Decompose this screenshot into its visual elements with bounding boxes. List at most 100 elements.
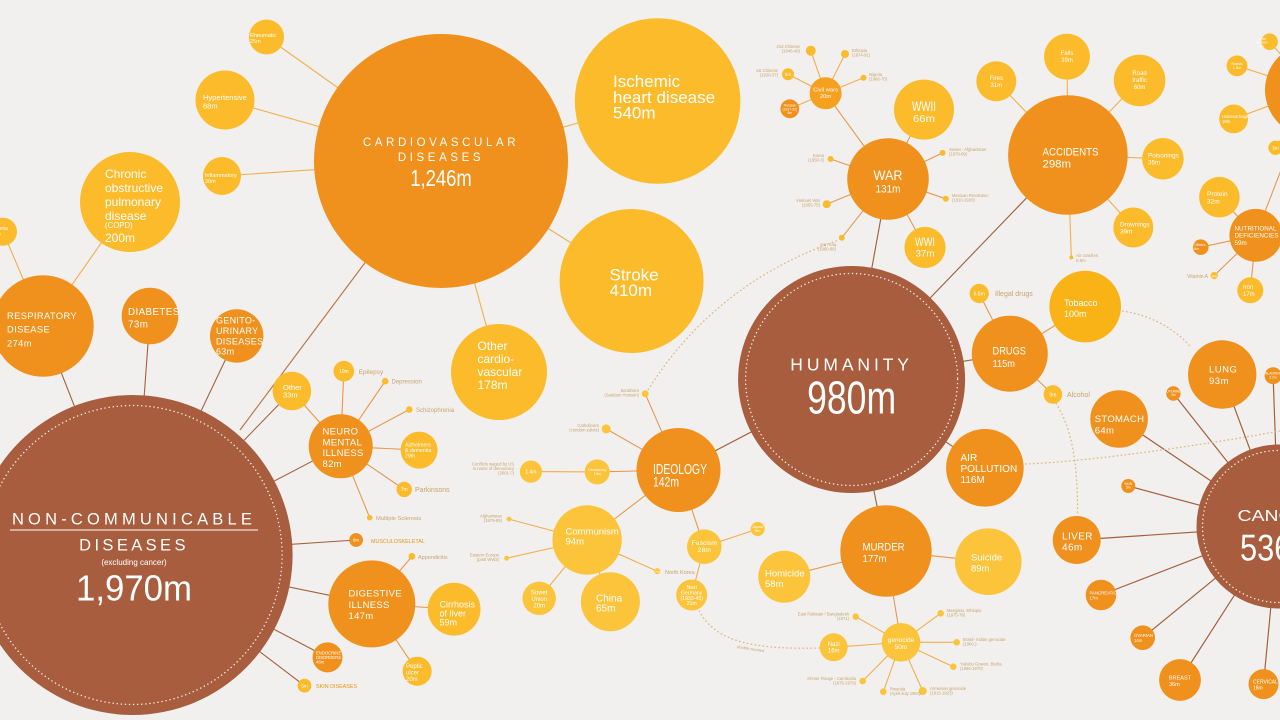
svg-text:Fascism: Fascism bbox=[692, 540, 718, 547]
svg-text:(1980-88): (1980-88) bbox=[818, 247, 837, 252]
svg-text:(excluding cancer): (excluding cancer) bbox=[101, 558, 167, 567]
svg-text:131m: 131m bbox=[876, 184, 901, 196]
svg-text:5m: 5m bbox=[755, 528, 761, 533]
svg-text:Road: Road bbox=[1132, 71, 1146, 77]
svg-text:(condom edicts): (condom edicts) bbox=[569, 428, 599, 433]
svg-text:(Saddam Hussein): (Saddam Hussein) bbox=[604, 393, 639, 398]
svg-text:(1979-89): (1979-89) bbox=[949, 152, 968, 157]
svg-text:GENITO-: GENITO- bbox=[216, 316, 255, 326]
svg-text:(April-July 1994): (April-July 1994) bbox=[890, 691, 921, 696]
svg-text:CERVICAL: CERVICAL bbox=[1253, 680, 1278, 686]
svg-text:Eastern Europe: Eastern Europe bbox=[470, 553, 500, 558]
svg-text:(1979-89): (1979-89) bbox=[484, 518, 503, 523]
svg-text:(1975-1979): (1975-1979) bbox=[833, 681, 856, 686]
svg-text:147m: 147m bbox=[349, 611, 374, 622]
svg-text:traffic: traffic bbox=[1132, 78, 1147, 84]
svg-text:OVARIAN: OVARIAN bbox=[1134, 633, 1153, 638]
svg-text:2nd Chinese: 2nd Chinese bbox=[776, 44, 800, 49]
svg-text:(1928-37): (1928-37) bbox=[760, 73, 779, 78]
svg-text:Protein: Protein bbox=[1207, 191, 1228, 198]
svg-text:17m: 17m bbox=[1243, 292, 1255, 298]
svg-text:33m: 33m bbox=[283, 391, 298, 400]
svg-text:66m: 66m bbox=[913, 113, 935, 125]
svg-text:5m: 5m bbox=[301, 684, 308, 689]
svg-text:Alzheimers: Alzheimers bbox=[405, 443, 431, 449]
svg-text:(2001-?): (2001-?) bbox=[498, 471, 514, 476]
svg-text:Democracy: Democracy bbox=[588, 468, 606, 472]
svg-text:50m: 50m bbox=[895, 644, 908, 651]
svg-text:China: China bbox=[596, 594, 623, 605]
svg-text:RESPIRATORY: RESPIRATORY bbox=[7, 311, 77, 321]
svg-text:(1955-75): (1955-75) bbox=[802, 203, 821, 208]
svg-text:2m: 2m bbox=[1171, 393, 1176, 397]
svg-text:20m: 20m bbox=[820, 94, 831, 100]
svg-text:Haemorrhage: Haemorrhage bbox=[1222, 114, 1249, 119]
svg-text:15m: 15m bbox=[0, 232, 1, 238]
svg-text:ulcer: ulcer bbox=[406, 671, 419, 677]
svg-text:Union: Union bbox=[531, 597, 547, 603]
svg-text:Epilepsy: Epilepsy bbox=[359, 369, 384, 376]
svg-text:North Korea: North Korea bbox=[665, 570, 696, 576]
svg-text:30m: 30m bbox=[205, 179, 216, 185]
svg-text:Russian: Russian bbox=[784, 104, 796, 108]
svg-text:Vitamin A: Vitamin A bbox=[1187, 274, 1209, 280]
svg-text:WAR: WAR bbox=[874, 167, 903, 183]
svg-text:93m: 93m bbox=[1209, 376, 1229, 387]
svg-text:(1974-91): (1974-91) bbox=[852, 53, 871, 58]
svg-text:28m: 28m bbox=[698, 547, 712, 554]
svg-text:68m: 68m bbox=[203, 102, 218, 111]
svg-text:1,970m: 1,970m bbox=[76, 568, 192, 609]
svg-text:Korea: Korea bbox=[813, 153, 825, 158]
svg-text:Civil wars: Civil wars bbox=[813, 88, 838, 94]
svg-text:(1917-22): (1917-22) bbox=[782, 107, 797, 111]
svg-text:9m: 9m bbox=[787, 111, 792, 115]
svg-text:HUMANITY: HUMANITY bbox=[790, 355, 913, 375]
svg-text:5m: 5m bbox=[785, 72, 792, 77]
svg-text:DISEASES: DISEASES bbox=[398, 152, 484, 164]
svg-text:Depression: Depression bbox=[392, 380, 422, 386]
svg-text:SKIN: SKIN bbox=[1124, 482, 1132, 486]
svg-text:DISEASE: DISEASE bbox=[7, 325, 50, 335]
svg-text:Poisonings: Poisonings bbox=[1148, 153, 1179, 160]
svg-text:DISEASES: DISEASES bbox=[79, 537, 189, 555]
svg-text:Drownings: Drownings bbox=[1120, 222, 1150, 229]
svg-text:2m: 2m bbox=[655, 570, 660, 574]
svg-text:Schizophrenia: Schizophrenia bbox=[416, 408, 455, 414]
svg-text:in name of democracy: in name of democracy bbox=[473, 466, 515, 471]
svg-text:60m: 60m bbox=[1134, 85, 1146, 91]
svg-text:East Pakistan / Bangladesh: East Pakistan / Bangladesh bbox=[798, 612, 850, 617]
svg-text:(1950-3): (1950-3) bbox=[808, 158, 824, 163]
svg-text:CANCER: CANCER bbox=[1238, 508, 1280, 525]
svg-text:200m: 200m bbox=[105, 231, 135, 245]
svg-text:ACCIDENTS: ACCIDENTS bbox=[1043, 147, 1099, 159]
svg-text:1st Chinese: 1st Chinese bbox=[756, 68, 779, 73]
svg-text:46m: 46m bbox=[1062, 542, 1083, 553]
svg-text:298m: 298m bbox=[1043, 158, 1072, 170]
svg-text:Vietnam War: Vietnam War bbox=[796, 198, 821, 203]
svg-text:39m: 39m bbox=[1120, 229, 1132, 236]
svg-text:(1966-1970): (1966-1970) bbox=[960, 666, 983, 671]
svg-text:double counted: double counted bbox=[737, 644, 765, 653]
svg-text:14m: 14m bbox=[1134, 638, 1143, 643]
svg-text:5m: 5m bbox=[1126, 486, 1131, 490]
svg-text:Iron: Iron bbox=[1243, 285, 1253, 291]
svg-text:DEFICIENCIES: DEFICIENCIES bbox=[1235, 233, 1279, 240]
svg-text:Communism: Communism bbox=[566, 527, 619, 538]
svg-text:Appendicitis: Appendicitis bbox=[418, 555, 448, 561]
svg-text:20m: 20m bbox=[533, 604, 545, 610]
svg-text:116M: 116M bbox=[961, 475, 985, 486]
svg-text:9m: 9m bbox=[1049, 393, 1056, 399]
svg-text:(1933-45): (1933-45) bbox=[680, 596, 703, 602]
svg-text:PANCREATIC: PANCREATIC bbox=[1090, 591, 1117, 596]
svg-text:MENTAL: MENTAL bbox=[323, 437, 363, 448]
svg-text:(1975-78): (1975-78) bbox=[947, 613, 966, 618]
svg-text:36m: 36m bbox=[1169, 682, 1180, 688]
svg-text:Iran Iraq: Iran Iraq bbox=[820, 242, 836, 247]
svg-text:Air crashes: Air crashes bbox=[1076, 253, 1099, 258]
svg-text:32m: 32m bbox=[1207, 199, 1220, 206]
svg-text:3m: 3m bbox=[1212, 274, 1217, 278]
svg-text:0.5m: 0.5m bbox=[1076, 258, 1086, 263]
svg-text:WWI: WWI bbox=[915, 235, 935, 249]
svg-text:6.5m: 6.5m bbox=[974, 292, 985, 298]
svg-text:POLLUTION: POLLUTION bbox=[961, 464, 1018, 475]
